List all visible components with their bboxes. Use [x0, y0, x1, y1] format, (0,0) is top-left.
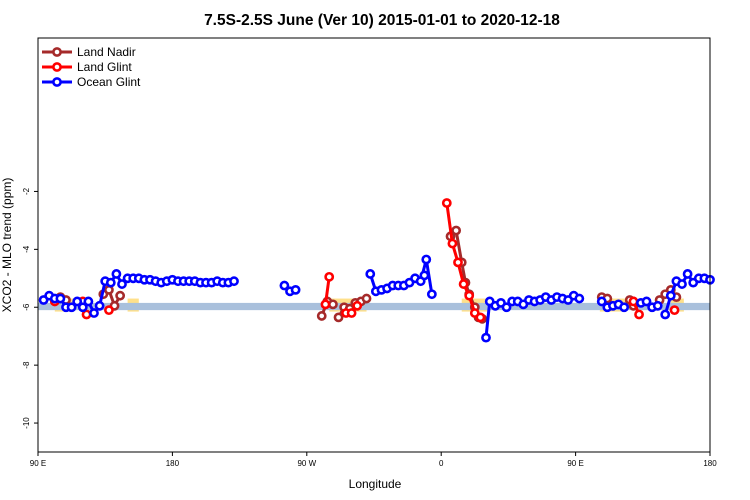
land-glint-point	[447, 238, 458, 249]
ocean-glint-point	[89, 308, 99, 318]
ocean-glint-point	[641, 296, 652, 307]
x-axis-label: Longitude	[349, 477, 402, 491]
series-ocean-glint	[38, 254, 715, 343]
chart-title: 7.5S-2.5S June (Ver 10) 2015-01-01 to 20…	[204, 12, 560, 29]
ocean-glint-point	[652, 300, 663, 311]
x-tick-label: 90 E	[30, 459, 46, 468]
x-tick-label: 180	[703, 459, 717, 468]
ocean-glint-point	[481, 332, 491, 343]
land-nadir-point	[316, 311, 327, 321]
x-tick-label: 0	[439, 459, 444, 468]
land-glint-point	[628, 296, 639, 307]
ocean-glint-point	[419, 270, 430, 281]
land-glint-point	[669, 305, 680, 316]
ocean-glint-point	[94, 300, 105, 311]
x-tick-label: 180	[166, 459, 180, 468]
x-tick-label: 90 W	[297, 459, 316, 468]
land-glint-point	[475, 312, 486, 323]
ocean-glint-point	[619, 302, 630, 313]
ocean-glint-point	[105, 277, 116, 288]
y-axis-label: XCO2 - MLO trend (ppm)	[0, 178, 14, 313]
land-glint-point	[458, 279, 469, 289]
ocean-glint-point	[66, 302, 77, 313]
land-nadir-point	[328, 299, 338, 310]
land-nadir-point	[333, 312, 344, 323]
land-nadir-point	[451, 225, 462, 236]
x-axis: 90 E 180 90 W 0 90 E 180	[30, 452, 717, 468]
ocean-glint-point	[365, 269, 376, 279]
land-glint-point	[464, 290, 475, 301]
y-tick-label: -6	[22, 303, 31, 311]
series-lines	[38, 198, 715, 343]
plot-frame	[37, 37, 711, 453]
y-tick-label: -10	[22, 417, 31, 429]
y-axis: -2 -4 -6 -8 -10	[22, 187, 38, 429]
ocean-glint-point	[290, 284, 301, 295]
land-glint-point	[324, 271, 335, 282]
ocean-glint-point	[55, 293, 66, 304]
reference-band	[38, 302, 710, 311]
ocean-glint-point	[426, 289, 437, 300]
land-glint-point	[320, 299, 331, 310]
legend-label-ocean-glint: Ocean Glint	[77, 75, 141, 89]
ocean-glint-point	[117, 279, 127, 289]
y-tick-label: -2	[22, 187, 31, 195]
legend-marker-land-nadir	[52, 47, 62, 57]
ocean-glint-point	[677, 279, 687, 289]
ocean-glint-point	[279, 280, 290, 291]
ocean-glint-point	[83, 296, 94, 307]
legend-marker-ocean-glint	[52, 77, 62, 87]
land-glint-point	[453, 257, 463, 268]
land-nadir-point	[361, 293, 372, 304]
land-glint-point	[104, 305, 114, 316]
land-glint-point	[634, 309, 644, 320]
ocean-glint-point	[421, 254, 432, 265]
ocean-glint-point	[77, 302, 88, 313]
ocean-glint-point	[596, 296, 607, 307]
legend-marker-land-glint	[52, 62, 62, 72]
ocean-glint-point	[501, 302, 512, 313]
ocean-glint-point	[72, 296, 83, 307]
x-tick-label: 90 E	[567, 459, 583, 468]
land-nadir-point	[115, 290, 126, 301]
land-glint-point	[346, 308, 357, 318]
land-glint-point	[352, 300, 363, 311]
land-glint-point	[441, 198, 452, 208]
y-tick-label: -4	[22, 245, 31, 253]
y-tick-label: -8	[22, 361, 31, 369]
legend-label-land-glint: Land Glint	[77, 60, 132, 74]
legend-label-land-nadir: Land Nadir	[77, 45, 136, 59]
ocean-glint-point	[574, 293, 585, 304]
ocean-glint-point	[665, 290, 676, 301]
ocean-glint-point	[111, 269, 122, 279]
ocean-glint-point	[229, 276, 239, 287]
ocean-glint-point	[682, 269, 693, 279]
ocean-glint-point	[660, 309, 671, 320]
